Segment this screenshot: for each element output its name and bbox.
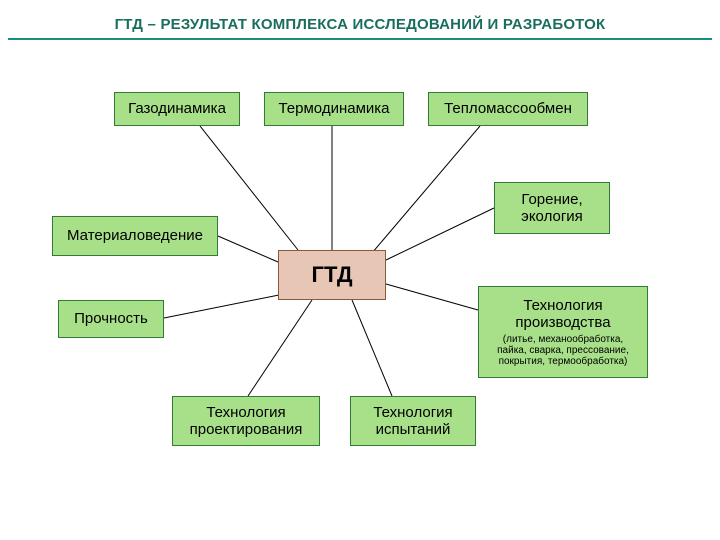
line-techtest	[352, 300, 392, 396]
node-gasdyn: Газодинамика	[114, 92, 240, 126]
node-label: Термодинамика	[278, 100, 389, 117]
node-label: Технология производства	[515, 297, 610, 332]
line-techdes	[248, 300, 312, 396]
line-strength	[164, 294, 284, 318]
node-techprod: Технология производства (литье, механооб…	[478, 286, 648, 378]
node-strength: Прочность	[58, 300, 164, 338]
node-thermo: Термодинамика	[264, 92, 404, 126]
node-label: Технология испытаний	[373, 404, 452, 439]
node-label: Прочность	[74, 310, 148, 327]
line-techprod	[386, 284, 478, 310]
node-heatmass: Тепломассообмен	[428, 92, 588, 126]
node-label: Газодинамика	[128, 100, 226, 117]
center-node: ГТД	[278, 250, 386, 300]
line-heatmass	[372, 126, 480, 253]
node-techdes: Технология проектирования	[172, 396, 320, 446]
center-label: ГТД	[311, 262, 352, 288]
node-label: Материаловедение	[67, 227, 203, 244]
line-burneco	[386, 208, 494, 260]
node-label: Тепломассообмен	[444, 100, 572, 117]
node-techtest: Технология испытаний	[350, 396, 476, 446]
page-title: ГТД – РЕЗУЛЬТАТ КОМПЛЕКСА ИССЛЕДОВАНИЙ И…	[0, 16, 720, 33]
node-sublabel: (литье, механообработка, пайка, сварка, …	[497, 334, 629, 367]
node-material: Материаловедение	[52, 216, 218, 256]
node-label: Технология проектирования	[190, 404, 303, 439]
line-material	[218, 236, 278, 262]
title-underline	[8, 38, 712, 40]
node-label: Горение, экология	[521, 191, 583, 226]
node-burneco: Горение, экология	[494, 182, 610, 234]
